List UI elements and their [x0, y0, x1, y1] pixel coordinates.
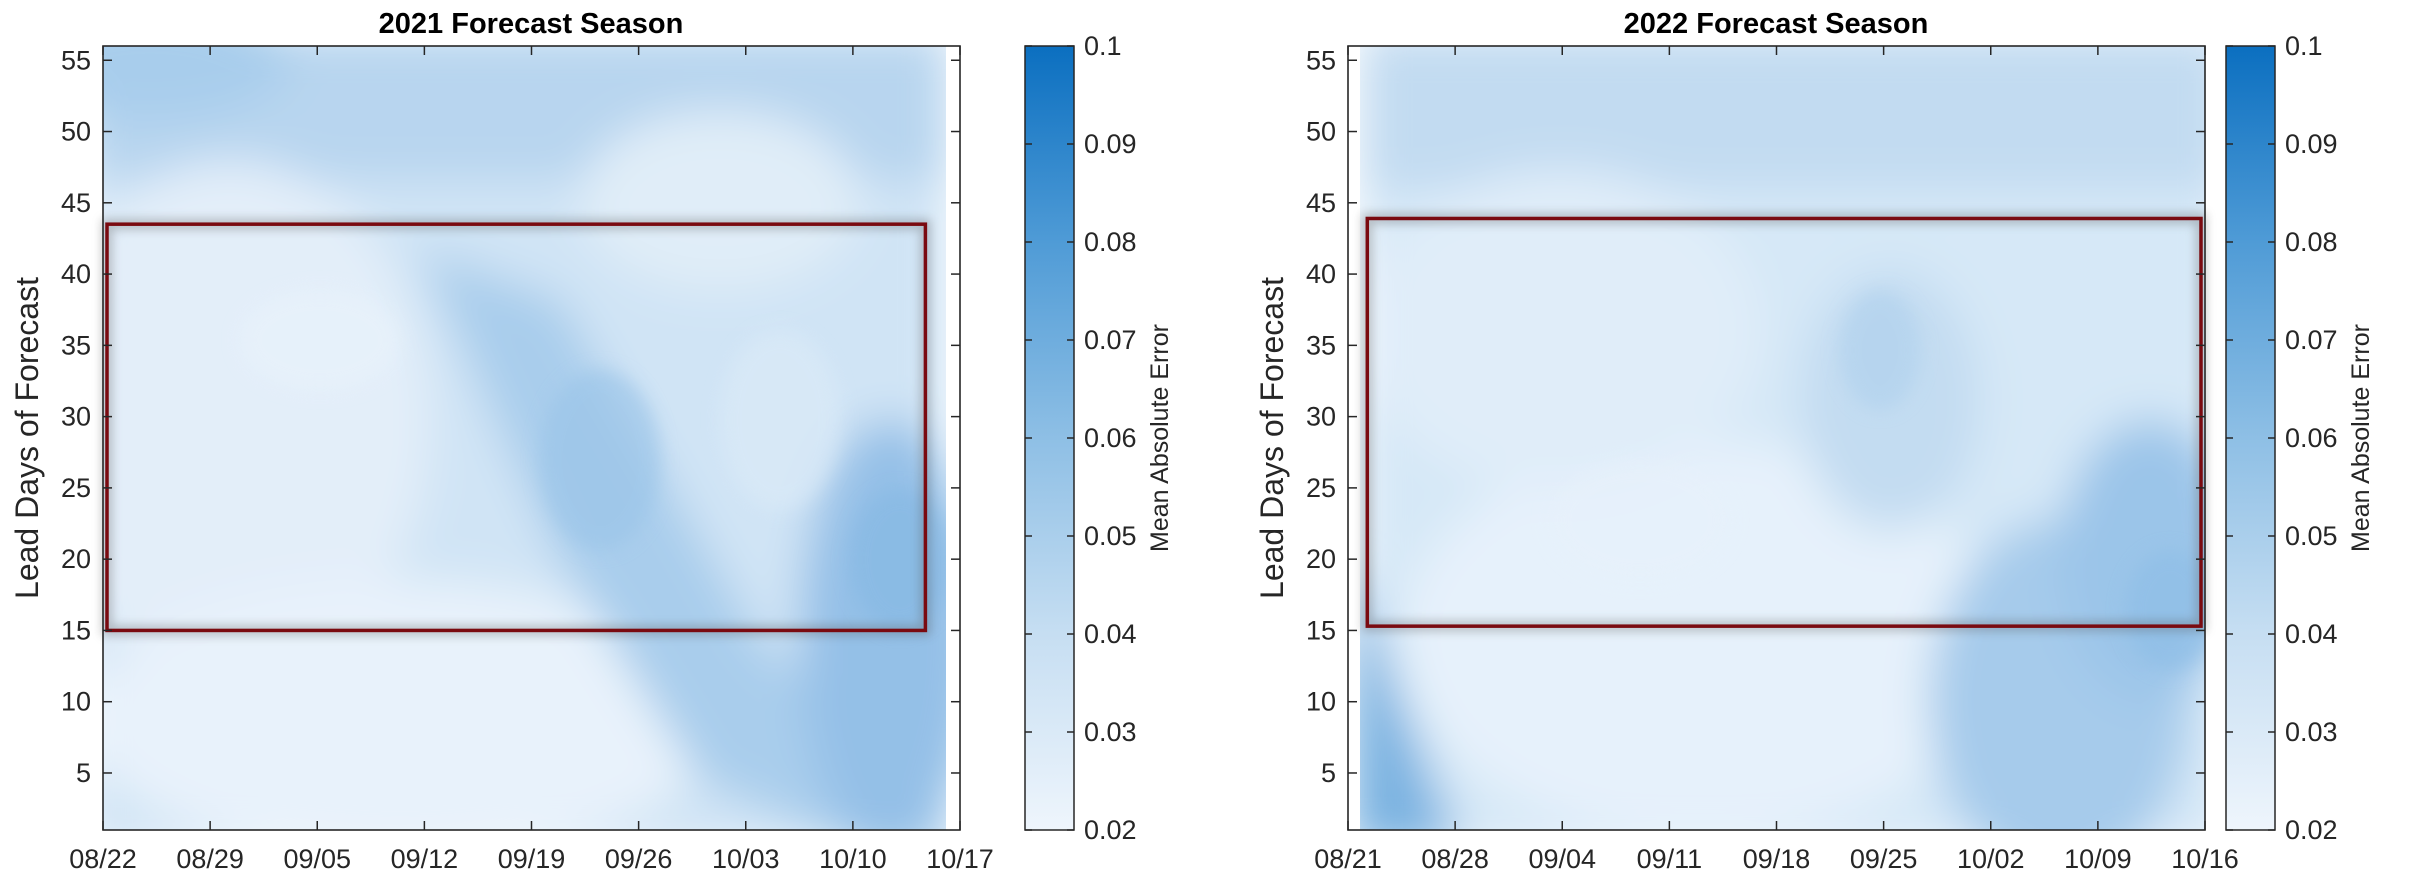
colorbar-tick-label: 0.06 [1084, 423, 1137, 453]
axes: 5 10 15 20 25 30 35 40 45 50 55 08/21 08/28 09/04 09/1… [1306, 45, 2239, 874]
x-tick-label: 10/10 [819, 844, 887, 874]
x-tick-label: 09/19 [498, 844, 566, 874]
x-tick-label: 09/11 [1637, 844, 1703, 874]
x-tick-label: 10/17 [926, 844, 994, 874]
x-tick-label: 09/12 [391, 844, 459, 874]
y-tick-label: 40 [61, 259, 91, 289]
y-tick-label: 15 [1306, 615, 1336, 645]
x-tick-label: 10/16 [2171, 844, 2239, 874]
y-tick-label: 50 [61, 117, 91, 147]
colorbar-tick-label: 0.02 [1084, 815, 1137, 845]
y-tick-label: 40 [1306, 259, 1336, 289]
y-tick-label: 10 [1306, 687, 1336, 717]
y-tick-label: 25 [1306, 473, 1336, 503]
x-tick-label: 08/22 [69, 844, 137, 874]
x-tick-label: 09/05 [283, 844, 351, 874]
x-tick-label: 10/03 [712, 844, 780, 874]
colorbar-tick-label: 0.08 [1084, 227, 1137, 257]
y-axis-label: Lead Days of Forecast [1254, 277, 1290, 599]
highlight-box [102, 219, 931, 636]
colorbar-tick-label: 0.1 [2285, 31, 2323, 61]
colorbar-tick-label: 0.05 [1084, 521, 1137, 551]
colorbar: 0.02 0.03 0.04 0.05 0.06 0.07 0.08 0.09 0.1 Mean … [1024, 31, 1174, 845]
panel-title: 2021 Forecast Season [379, 8, 684, 40]
colorbar-tick-label: 0.05 [2285, 521, 2338, 551]
y-tick-label: 5 [76, 758, 91, 788]
y-tick-label: 5 [1321, 758, 1336, 788]
highlight-box-outline [1365, 216, 2203, 628]
y-tick-label: 45 [1306, 188, 1336, 218]
x-tick-label: 09/25 [1850, 844, 1918, 874]
y-tick-label: 10 [61, 687, 91, 717]
y-tick-label: 35 [61, 330, 91, 360]
x-tick-label: 09/18 [1743, 844, 1811, 874]
panel-title: 2022 Forecast Season [1624, 8, 1929, 40]
x-tick-label: 10/09 [2064, 844, 2132, 874]
x-tick-label: 10/02 [1957, 844, 2025, 874]
x-tick-label: 09/04 [1528, 844, 1596, 874]
y-tick-label: 15 [61, 615, 91, 645]
colorbar-tick-label: 0.08 [2285, 227, 2338, 257]
colorbar-tick-label: 0.03 [1084, 717, 1137, 747]
y-axis-label: Lead Days of Forecast [9, 277, 45, 599]
colorbar-tick-label: 0.03 [2285, 717, 2338, 747]
y-tick-label: 35 [1306, 330, 1336, 360]
colorbar-tick-label: 0.02 [2285, 815, 2338, 845]
x-tick-label: 08/28 [1421, 844, 1489, 874]
colorbar-tick-label: 0.07 [2285, 325, 2338, 355]
colorbar-label: Mean Absolute Error [2347, 324, 2375, 552]
y-tick-label: 30 [1306, 402, 1336, 432]
heatmap-surface [103, 46, 960, 830]
y-tick-label: 25 [61, 473, 91, 503]
colorbar-tick-label: 0.09 [2285, 129, 2338, 159]
colorbar-label: Mean Absolute Error [1146, 324, 1174, 552]
y-tick-label: 50 [1306, 117, 1336, 147]
y-tick-label: 20 [1306, 544, 1336, 574]
axes: 5 10 15 20 25 30 35 40 45 50 55 08/22 08/29 09/05 09/1… [61, 45, 994, 874]
y-tick-label: 55 [1306, 45, 1336, 75]
colorbar-gradient [2225, 45, 2276, 831]
highlight-box-outline [105, 222, 928, 633]
colorbar-tick-label: 0.09 [1084, 129, 1137, 159]
y-tick-label: 55 [61, 45, 91, 75]
colorbar-tick-label: 0.04 [1084, 619, 1137, 649]
colorbar-tick-label: 0.07 [1084, 325, 1137, 355]
colorbar-tick-label: 0.04 [2285, 619, 2338, 649]
x-tick-label: 09/26 [605, 844, 673, 874]
panel-2022: 2022 Forecast Season 5 10 15 20 25 30 35 40 45 50 [1254, 8, 2375, 874]
colorbar-tick-label: 0.06 [2285, 423, 2338, 453]
y-tick-label: 20 [61, 544, 91, 574]
colorbar: 0.02 0.03 0.04 0.05 0.06 0.07 0.08 0.09 0.1 Mean … [2225, 31, 2375, 845]
highlight-box [1362, 213, 2206, 632]
y-tick-label: 45 [61, 188, 91, 218]
x-tick-label: 08/21 [1314, 844, 1382, 874]
colorbar-tick-label: 0.1 [1084, 31, 1122, 61]
x-tick-label: 08/29 [176, 844, 244, 874]
heatmap-surface [1348, 46, 2205, 830]
colorbar-gradient [1024, 45, 1075, 831]
y-tick-label: 30 [61, 402, 91, 432]
